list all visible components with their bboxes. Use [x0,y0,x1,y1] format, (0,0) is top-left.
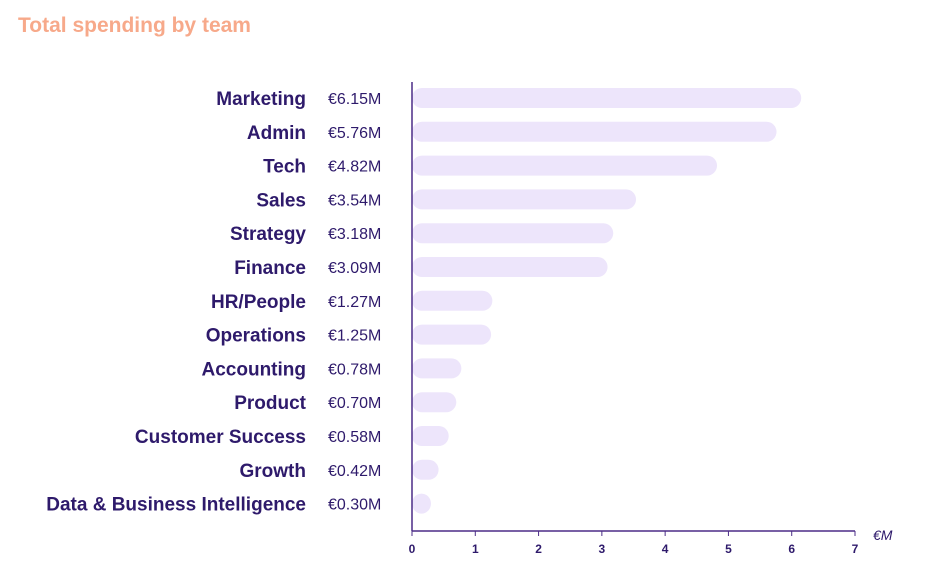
chart-title: Total spending by team [18,14,251,37]
category-label: Sales [256,190,306,211]
labels-group: Marketing €6.15M Admin €5.76M Tech €4.82M Sale… [46,89,381,516]
category-label: Operations [206,326,306,347]
category-label: Data & Business Intelligence [46,495,306,516]
x-tick-label: 1 [472,542,479,556]
category-label: Marketing [216,89,306,110]
value-label: €5.76M [328,125,381,142]
value-label: €3.18M [328,226,381,243]
x-tick-label: 0 [409,542,416,556]
bar-11 [412,459,439,480]
bar-10 [412,426,449,446]
value-label: €0.78M [328,361,381,378]
value-label: €1.27M [328,294,381,311]
bar-7 [412,324,492,345]
x-tick-label: 3 [599,542,606,556]
bar-9 [412,392,457,413]
bar-6 [412,290,493,311]
category-label: Customer Success [135,427,306,448]
category-label: Product [234,393,306,414]
bar-3 [412,189,637,210]
x-tick-label: 6 [788,542,795,556]
x-tick-label: 2 [535,542,542,556]
category-label: Strategy [230,224,306,245]
x-tick-label: 7 [852,542,859,556]
value-label: €3.54M [328,192,381,209]
value-label: €3.09M [328,260,381,277]
category-label: Tech [263,157,306,178]
value-label: €4.82M [328,159,381,176]
bar-0 [412,88,802,108]
value-label: €6.15M [328,91,381,108]
bar-4 [412,223,614,244]
value-label: €1.25M [328,328,381,345]
category-label: Growth [240,461,307,482]
bar-2 [412,155,718,176]
x-tick-label: 5 [725,542,732,556]
category-label: HR/People [211,292,306,313]
bar-12 [412,493,431,514]
bar-1 [412,121,777,142]
value-label: €0.30M [328,497,381,514]
value-label: €0.42M [328,463,381,480]
category-label: Finance [234,258,306,279]
bars-group [412,88,802,514]
x-axis-unit-label: €M [873,527,893,543]
x-tick-label: 4 [662,542,669,556]
category-label: Admin [247,123,306,144]
value-label: €0.58M [328,429,381,446]
bar-5 [412,257,608,277]
bar-8 [412,358,462,379]
value-label: €0.70M [328,395,381,412]
axes-group: 0 1 2 3 4 5 6 7 €M [409,82,893,556]
category-label: Accounting [202,359,307,380]
